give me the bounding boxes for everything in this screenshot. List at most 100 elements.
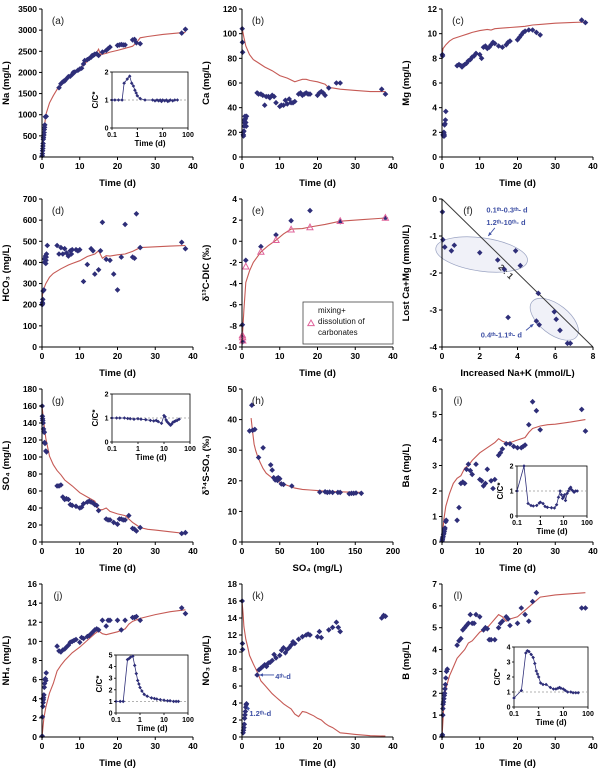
svg-text:2: 2: [105, 392, 109, 399]
svg-text:40: 40: [388, 351, 398, 361]
panel-b-chart: 0 10 20 30 40 0 20 40 60 80 100 120 Time (d) Ca (mg/L…: [201, 4, 398, 189]
svg-text:-2: -2: [229, 257, 237, 267]
svg-text:1: 1: [105, 416, 109, 423]
svg-text:100: 100: [184, 446, 196, 453]
panel-label: (j): [54, 591, 63, 602]
inset-x-label: Time (d): [136, 453, 167, 462]
svg-text:8: 8: [32, 656, 37, 666]
inset-points: [110, 413, 181, 427]
svg-text:4: 4: [507, 645, 511, 652]
annotation-text: 1.2ᵗʰ-10ᵗʰ- d: [486, 218, 526, 227]
svg-text:0: 0: [440, 546, 445, 556]
svg-text:100: 100: [581, 520, 593, 527]
svg-text:10: 10: [228, 647, 238, 657]
svg-text:3000: 3000: [18, 25, 37, 35]
svg-text:-10: -10: [225, 342, 238, 352]
svg-text:0: 0: [40, 741, 45, 751]
model-line: [441, 21, 586, 55]
svg-text:30: 30: [151, 351, 161, 361]
inset-chart: 0.1 1 10 100 0 1 2 Time (d) C/C*: [91, 386, 198, 464]
svg-text:20: 20: [513, 741, 523, 751]
panel-a: 0 10 20 30 40 0 500 1000 1500 2000 2500 3000 3500 Tim…: [0, 0, 200, 190]
svg-text:3: 3: [507, 660, 511, 667]
svg-text:20: 20: [113, 161, 123, 171]
svg-text:50: 50: [275, 546, 285, 556]
panel-a-chart: 0 10 20 30 400500100015002000250030003500Tim…: [1, 4, 198, 189]
panel-l: 0 10 20 30 40 0 1 2 3 4 5 6 7 Time (d) B (mg/L) (l) 0.1 1…: [400, 575, 600, 770]
svg-text:2: 2: [477, 351, 482, 361]
svg-text:1: 1: [510, 489, 514, 496]
svg-text:-1: -1: [429, 231, 437, 241]
svg-text:0: 0: [40, 161, 45, 171]
svg-text:6: 6: [32, 675, 37, 685]
inset-y-label: C/C*: [91, 409, 100, 427]
svg-text:20: 20: [513, 546, 523, 556]
panel-d: 0 10 20 30 40 0 100 200 300 400 500 600 700 Time (d) H…: [0, 190, 200, 380]
svg-text:1: 1: [432, 512, 437, 522]
scatter-points: [439, 209, 574, 347]
svg-text:4: 4: [232, 698, 237, 708]
svg-text:10: 10: [275, 351, 285, 361]
svg-text:-4: -4: [429, 342, 437, 352]
inset-y-label: C/C*: [493, 668, 502, 686]
svg-text:0: 0: [440, 161, 445, 171]
x-axis-label: Time (d): [299, 368, 336, 379]
svg-text:4: 4: [432, 645, 437, 655]
inset-y-label: C/C*: [91, 91, 100, 109]
svg-text:0: 0: [32, 152, 37, 162]
svg-text:140: 140: [23, 418, 37, 428]
panel-c-chart: 0 10 20 30 40 0 2 4 6 8 10 12 Time (d) Mg (mg/L) (c): [401, 4, 598, 189]
scatter-points: [39, 211, 189, 308]
y-axis-label: δ³⁴S-SO₄ (‰): [201, 436, 212, 496]
svg-text:30: 30: [151, 161, 161, 171]
y-axis-label: Ba (mg/L): [401, 444, 412, 488]
svg-text:14: 14: [228, 613, 238, 623]
inset-chart: 0.1 1 10 100 0 1 2 3 4 5 Time (d) C/C*: [95, 647, 196, 735]
svg-text:30: 30: [151, 546, 161, 556]
svg-text:40: 40: [188, 546, 198, 556]
svg-text:6: 6: [232, 681, 237, 691]
model-line: [41, 244, 186, 300]
x-axis-label: Time (d): [99, 758, 136, 769]
model-line: [241, 600, 386, 737]
panel-c: 0 10 20 30 40 0 2 4 6 8 10 12 Time (d) Mg (mg/L) (c): [400, 0, 600, 190]
svg-text:2: 2: [432, 486, 437, 496]
svg-text:-6: -6: [229, 300, 237, 310]
arrowhead-icon: [246, 705, 251, 710]
svg-text:3: 3: [432, 461, 437, 471]
svg-text:10: 10: [559, 711, 567, 718]
svg-text:2: 2: [510, 464, 514, 471]
inset-chart: 0.1 1 10 100 0 1 2 Time (d) C/C*: [91, 64, 196, 150]
svg-text:10: 10: [275, 161, 285, 171]
svg-text:2000: 2000: [18, 67, 37, 77]
y-axis-label: Ca (mg/L): [201, 61, 212, 105]
panel-label: (a): [52, 16, 64, 27]
svg-text:0.1: 0.1: [107, 132, 117, 139]
annotation-text: 4ᵗʰ-d: [275, 672, 291, 681]
inset-x-label: Time (d): [536, 718, 567, 727]
svg-text:6: 6: [432, 601, 437, 611]
svg-text:4: 4: [109, 664, 113, 671]
svg-text:0: 0: [440, 741, 445, 751]
svg-text:30: 30: [551, 546, 561, 556]
svg-text:18: 18: [228, 579, 238, 589]
svg-text:100: 100: [182, 132, 194, 139]
svg-text:-4: -4: [229, 279, 237, 289]
svg-text:40: 40: [188, 161, 198, 171]
x-axis-label: Time (d): [499, 758, 536, 769]
svg-text:5: 5: [432, 410, 437, 420]
arrowhead-icon: [259, 673, 263, 677]
svg-text:-8: -8: [229, 321, 237, 331]
svg-text:30: 30: [551, 161, 561, 171]
inset-x-label: Time (d): [137, 724, 168, 733]
svg-text:0: 0: [232, 152, 237, 162]
svg-text:200: 200: [386, 546, 400, 556]
svg-text:12: 12: [28, 617, 38, 627]
svg-text:1: 1: [538, 520, 542, 527]
svg-text:40: 40: [588, 546, 598, 556]
panel-e-chart: 0 10 20 30 40 -10 -8 -6 -4 -2 0 2 4 Time (d) δ¹³C-DIC …: [201, 194, 398, 379]
svg-text:40: 40: [388, 741, 398, 751]
